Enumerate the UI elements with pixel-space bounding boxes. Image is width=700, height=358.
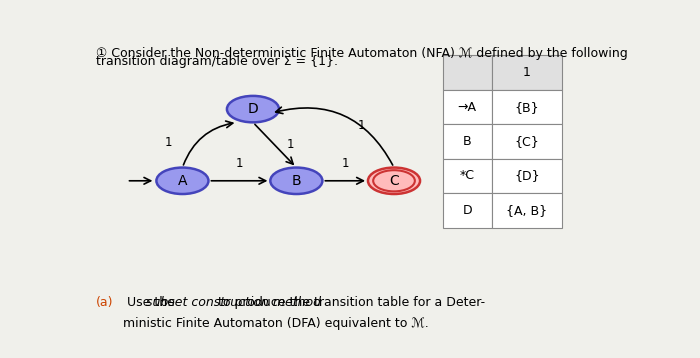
FancyBboxPatch shape xyxy=(491,124,562,159)
Text: ① Consider the Non-deterministic Finite Automaton (NFA) ℳ defined by the followi: ① Consider the Non-deterministic Finite … xyxy=(96,47,627,60)
Text: 1: 1 xyxy=(358,119,365,132)
Circle shape xyxy=(270,168,323,194)
FancyBboxPatch shape xyxy=(491,55,562,90)
Text: subset construction method: subset construction method xyxy=(146,296,321,309)
Text: 1: 1 xyxy=(236,157,243,170)
FancyBboxPatch shape xyxy=(443,124,491,159)
FancyBboxPatch shape xyxy=(443,55,491,90)
Circle shape xyxy=(227,96,279,122)
Text: {D}: {D} xyxy=(514,169,540,183)
Text: {B}: {B} xyxy=(514,101,539,113)
Circle shape xyxy=(368,168,420,194)
Text: →A: →A xyxy=(458,101,477,113)
Text: Use the: Use the xyxy=(122,296,178,309)
Text: 1: 1 xyxy=(286,139,294,151)
FancyBboxPatch shape xyxy=(491,193,562,228)
FancyBboxPatch shape xyxy=(443,90,491,124)
Text: B: B xyxy=(463,135,472,148)
Text: 1: 1 xyxy=(165,136,173,149)
Text: C: C xyxy=(389,174,399,188)
Text: (a): (a) xyxy=(96,296,113,309)
Text: to produce the transition table for a Deter-: to produce the transition table for a De… xyxy=(214,296,485,309)
Circle shape xyxy=(156,168,209,194)
Text: D: D xyxy=(248,102,258,116)
Text: {A, B}: {A, B} xyxy=(506,204,547,217)
Text: A: A xyxy=(178,174,187,188)
Text: transition diagram/table over Σ = {1}.: transition diagram/table over Σ = {1}. xyxy=(96,55,337,68)
Text: {C}: {C} xyxy=(514,135,539,148)
FancyBboxPatch shape xyxy=(491,90,562,124)
FancyBboxPatch shape xyxy=(443,193,491,228)
Text: 1: 1 xyxy=(342,157,349,170)
FancyBboxPatch shape xyxy=(491,159,562,193)
Text: 1: 1 xyxy=(523,66,531,79)
FancyBboxPatch shape xyxy=(443,159,491,193)
Text: ministic Finite Automaton (DFA) equivalent to ℳ.: ministic Finite Automaton (DFA) equivale… xyxy=(122,317,428,330)
Text: B: B xyxy=(292,174,301,188)
Text: *C: *C xyxy=(460,169,475,183)
Text: D: D xyxy=(463,204,472,217)
